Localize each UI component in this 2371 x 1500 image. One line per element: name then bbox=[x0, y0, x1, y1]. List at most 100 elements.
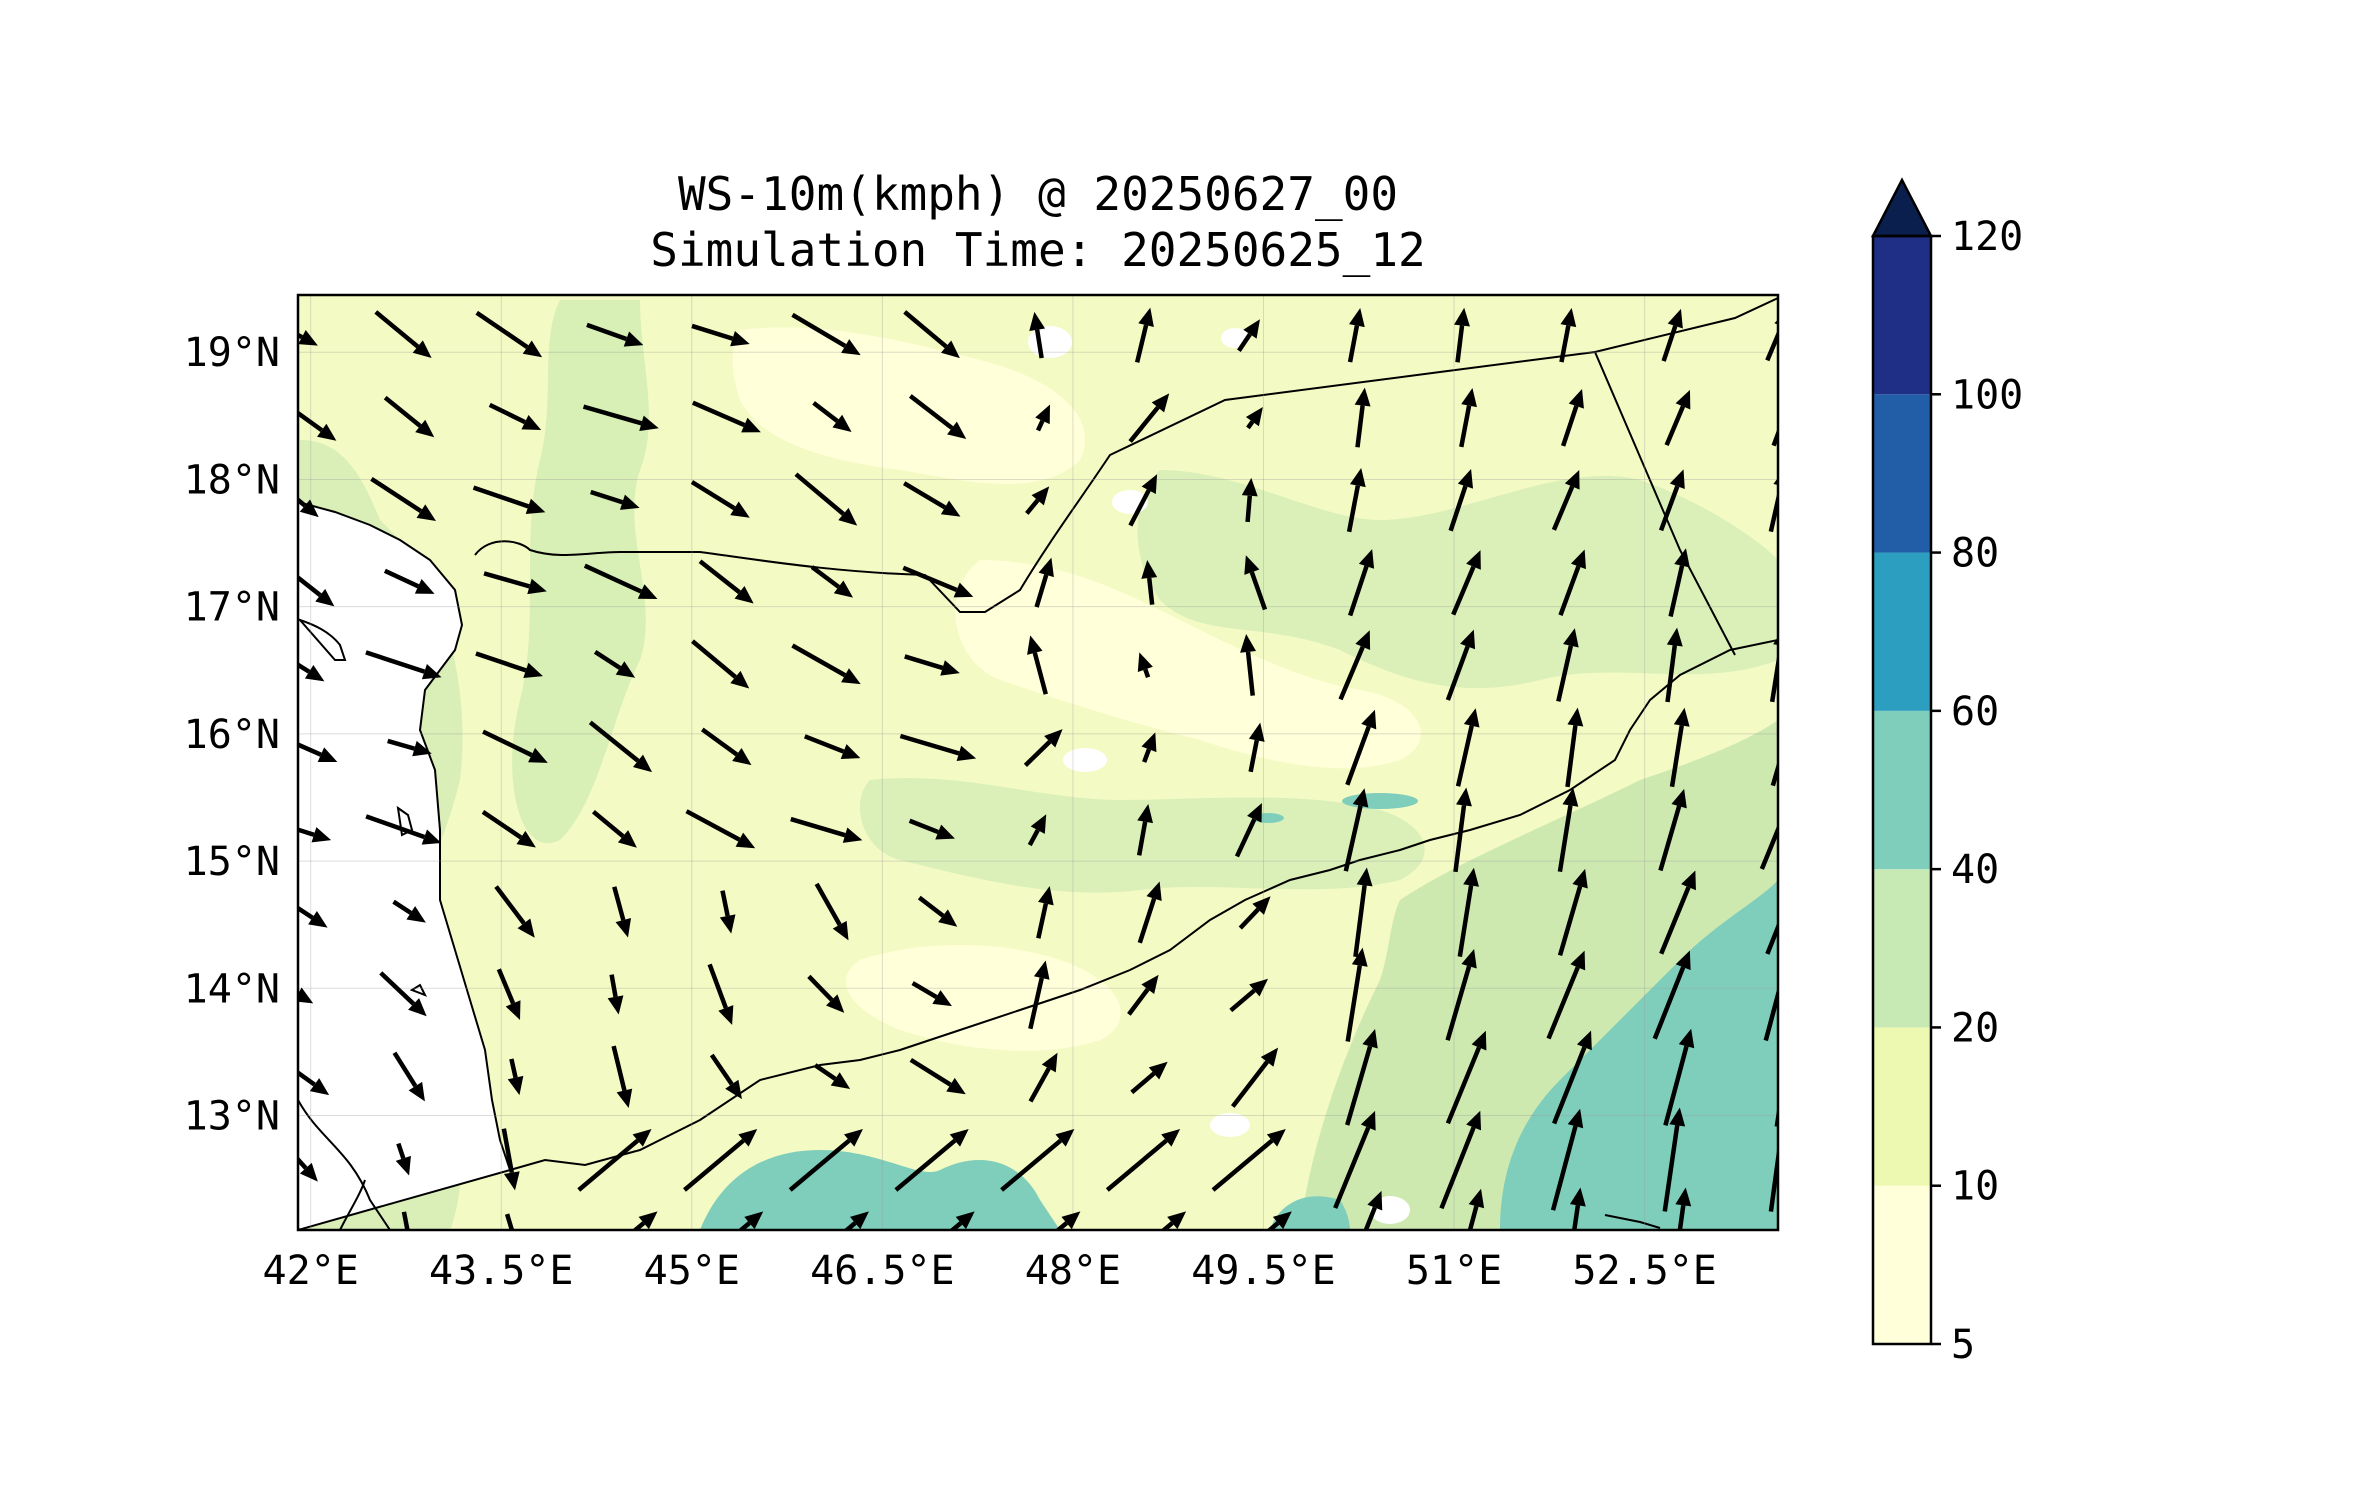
wind-arrow bbox=[1229, 978, 1269, 1013]
colorbar-tick-label: 40 bbox=[1951, 847, 1999, 893]
wind-arrow bbox=[507, 1058, 524, 1096]
wind-arrow bbox=[1663, 1028, 1695, 1126]
colorbar-segment bbox=[1873, 869, 1931, 1028]
wind-arrow bbox=[1134, 307, 1154, 363]
wind-arrow bbox=[1652, 950, 1691, 1040]
lat-tick-label: 19°N bbox=[184, 330, 280, 376]
wind-arrow bbox=[1137, 652, 1153, 678]
wind-arrow bbox=[791, 312, 861, 356]
wind-arrow bbox=[1765, 921, 1778, 955]
wind-arrow bbox=[298, 496, 319, 518]
wind-arrow bbox=[698, 559, 754, 604]
wind-arrow bbox=[383, 395, 435, 438]
red-sea bbox=[298, 500, 512, 1230]
colorbar-extend-max bbox=[1870, 177, 1934, 238]
wind-arrow bbox=[1027, 814, 1047, 847]
wind-arrow bbox=[1569, 1187, 1586, 1230]
colorbar-segment bbox=[1873, 710, 1931, 870]
wind-arrow bbox=[902, 565, 974, 598]
wind-arrow bbox=[843, 1211, 869, 1230]
wind-arrow bbox=[1234, 802, 1262, 858]
lat-tick-label: 15°N bbox=[184, 839, 280, 885]
wind-arrow bbox=[298, 410, 337, 441]
wind-arrow bbox=[483, 571, 547, 595]
wind-arrow bbox=[1457, 867, 1479, 957]
lon-tick-label: 48°E bbox=[1025, 1248, 1121, 1294]
wind-arrow bbox=[494, 885, 535, 938]
wind-arrow bbox=[1759, 823, 1778, 870]
wind-arrow bbox=[737, 1211, 764, 1230]
lon-tick-label: 43.5°E bbox=[429, 1248, 574, 1294]
wind-arrow bbox=[1130, 1061, 1168, 1095]
wind-arrow bbox=[1023, 729, 1063, 767]
wind-arrow bbox=[1245, 407, 1263, 430]
wind-arrow bbox=[691, 323, 750, 347]
wind-arrow bbox=[582, 404, 659, 431]
wind-arrow bbox=[1658, 788, 1687, 872]
wind-arrow bbox=[488, 402, 542, 431]
wind-arrow bbox=[496, 968, 521, 1020]
colorbar-tick-label: 120 bbox=[1951, 214, 2023, 260]
wind-arrow bbox=[504, 1213, 515, 1230]
wind-arrow bbox=[690, 480, 750, 518]
wind-arrow bbox=[908, 818, 955, 840]
wind-arrow bbox=[1000, 1128, 1075, 1192]
wind-arrow bbox=[583, 563, 658, 600]
lon-tick-label: 49.5°E bbox=[1191, 1248, 1336, 1294]
wind-arrow bbox=[501, 1128, 520, 1191]
horn-of-africa-coast bbox=[298, 1099, 391, 1230]
wind-arrow bbox=[374, 310, 432, 359]
wind-arrow bbox=[1353, 867, 1373, 958]
wind-arrow bbox=[370, 476, 436, 521]
colorbar-segment bbox=[1873, 1185, 1931, 1344]
wind-arrow bbox=[904, 654, 960, 676]
wind-arrow bbox=[590, 489, 640, 510]
wind-arrow bbox=[788, 1128, 863, 1192]
wind-arrow bbox=[1035, 404, 1051, 432]
wind-arrow bbox=[1445, 629, 1476, 701]
wind-arrow bbox=[1774, 1102, 1778, 1127]
wind-arrow bbox=[1659, 870, 1696, 955]
colorbar-frame bbox=[1871, 234, 1933, 1346]
colorbar: 5 10 20 40 60 80 100 120 bbox=[1870, 177, 2023, 1368]
wind-arrow bbox=[1136, 803, 1154, 856]
colorbar-tick-label: 80 bbox=[1951, 531, 1999, 577]
wind-arrow bbox=[1771, 427, 1778, 447]
map-panel bbox=[298, 295, 1778, 1230]
yemen-oman-border bbox=[1594, 351, 1736, 656]
colorbar-tick-label: 100 bbox=[1951, 372, 2023, 418]
wind-arrow bbox=[1662, 1107, 1686, 1212]
wind-arrow bbox=[482, 729, 548, 763]
wind-arrow bbox=[298, 330, 318, 346]
lon-tick-label: 45°E bbox=[644, 1248, 740, 1294]
wind-arrow bbox=[1777, 611, 1778, 617]
wind-arrow bbox=[794, 472, 858, 526]
wind-arrow bbox=[591, 809, 637, 848]
wind-arrow bbox=[1675, 1187, 1692, 1230]
wind-arrow bbox=[586, 322, 644, 347]
wind-arrow bbox=[1211, 1128, 1286, 1192]
country-borders bbox=[298, 297, 1778, 1230]
wind-arrow bbox=[1248, 722, 1265, 773]
wind-arrow bbox=[700, 727, 752, 766]
wind-arrow bbox=[395, 1142, 411, 1176]
field-calm-5 bbox=[1210, 1113, 1250, 1137]
wind-arrow bbox=[1054, 1211, 1081, 1230]
wind-arrow bbox=[903, 310, 960, 359]
wind-arrow bbox=[1551, 469, 1580, 531]
wind-arrow bbox=[1439, 1110, 1482, 1210]
wind-arrow bbox=[1240, 633, 1257, 696]
wind-arrow bbox=[1448, 469, 1474, 532]
wind-arrow bbox=[1345, 947, 1368, 1042]
wind-arrow bbox=[1333, 1110, 1376, 1209]
title-line-2: Simulation Time: 20250625_12 bbox=[650, 223, 1425, 277]
wind-arrow bbox=[1343, 788, 1369, 872]
wind-arrow bbox=[481, 810, 536, 848]
field-calm-1 bbox=[1028, 326, 1072, 358]
wind-arrow bbox=[631, 1211, 658, 1230]
wind-arrow bbox=[790, 816, 863, 843]
wind-arrow bbox=[1027, 635, 1048, 695]
wind-arrow bbox=[593, 649, 636, 678]
wind-arrow bbox=[379, 971, 427, 1017]
